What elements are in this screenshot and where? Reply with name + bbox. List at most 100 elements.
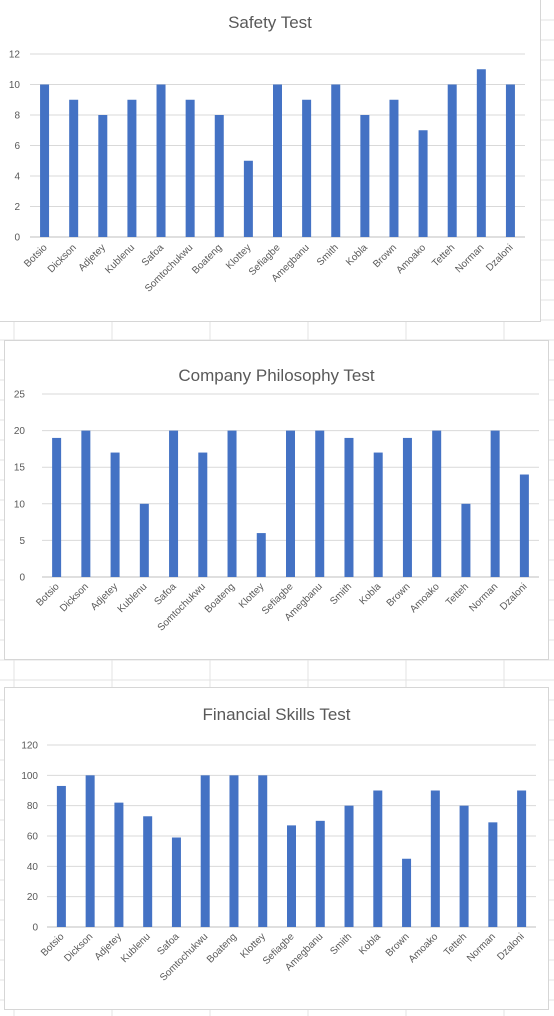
x-category-label: Amoako [394, 242, 428, 276]
x-category-label: Safoa [140, 242, 167, 269]
bar-kublenu[interactable] [127, 99, 137, 237]
bar-adjetey[interactable] [98, 115, 108, 237]
bar-smith[interactable] [344, 805, 354, 927]
x-category-label: Boateng [190, 242, 224, 276]
bar-kobla[interactable] [373, 790, 383, 928]
bar-brown[interactable] [402, 437, 412, 577]
bar-amoako[interactable] [418, 130, 428, 237]
y-tick-label: 120 [21, 741, 38, 752]
x-category-label: Botsio [34, 581, 62, 609]
bar-tetteh[interactable] [459, 805, 469, 927]
bar-amegbanu[interactable] [302, 99, 312, 237]
bar-smith[interactable] [331, 84, 341, 238]
bar-tetteh[interactable] [447, 84, 457, 238]
x-category-label: Amoako [407, 931, 441, 965]
x-category-label: Norman [454, 242, 487, 275]
x-category-label: Dzaloni [498, 581, 529, 612]
bar-kublenu[interactable] [143, 816, 153, 927]
x-category-label: Kublenu [103, 242, 137, 276]
chart-safety-test[interactable]: Safety Test 0 2 4 6 8 10 12 Botsio Dickson Adjetey… [0, 0, 541, 322]
x-category-label: Dzaloni [495, 931, 526, 962]
y-tick-label: 60 [27, 832, 39, 843]
x-category-label: Norman [465, 931, 498, 964]
y-tick-label: 40 [27, 862, 39, 873]
bar-klottey[interactable] [243, 160, 253, 237]
y-tick-label: 6 [14, 141, 20, 152]
x-category-label: Boateng [205, 931, 239, 965]
bar-dickson[interactable] [81, 430, 91, 577]
x-category-label: Dickson [46, 242, 79, 275]
x-category-label: Brown [371, 242, 399, 270]
bar-kublenu[interactable] [139, 503, 149, 577]
y-tick-label: 12 [9, 50, 21, 61]
y-tick-label: 0 [32, 923, 38, 934]
bar-dzaloni[interactable] [505, 84, 515, 238]
y-tick-label: 80 [27, 801, 39, 812]
bar-sefiagbe[interactable] [287, 825, 296, 927]
bar-norman[interactable] [490, 430, 500, 577]
x-category-label: Dzaloni [484, 242, 515, 273]
y-tick-label: 100 [21, 771, 38, 782]
bar-safoa[interactable] [156, 84, 166, 238]
bar-amegbanu[interactable] [315, 430, 325, 577]
bar-botsio[interactable] [56, 785, 66, 927]
x-category-label: Tetteh [444, 581, 471, 608]
x-category-label: Smith [328, 581, 354, 607]
bar-dzaloni[interactable] [519, 474, 529, 577]
chart-title: Company Philosophy Test [178, 366, 375, 385]
bar-norman[interactable] [476, 69, 486, 237]
bar-adjetey[interactable] [114, 802, 124, 927]
x-category-label: Botsio [39, 931, 67, 959]
bar-klottey[interactable] [256, 533, 266, 577]
bar-dickson[interactable] [69, 99, 79, 237]
bar-amegbanu[interactable] [315, 820, 325, 927]
x-category-label: Brown [385, 581, 413, 609]
bar-safoa[interactable] [171, 837, 181, 927]
x-category-label: Tetteh [442, 931, 469, 958]
y-tick-label: 5 [19, 536, 25, 547]
bar-smith[interactable] [344, 437, 354, 577]
y-tick-label: 10 [9, 80, 21, 91]
y-tick-label: 2 [14, 202, 20, 213]
x-category-label: Kobla [357, 581, 383, 607]
x-category-label: Kobla [357, 931, 383, 957]
x-category-label: Dickson [58, 581, 91, 614]
bar-somtochukwu[interactable] [198, 452, 208, 577]
bar-sefiagbe[interactable] [273, 84, 282, 238]
y-tick-label: 0 [14, 233, 20, 244]
bar-brown[interactable] [402, 858, 412, 927]
y-tick-label: 4 [14, 172, 20, 183]
bar-klottey[interactable] [258, 775, 268, 927]
chart-financial-skills-test[interactable]: Financial Skills Test 0 20 40 60 80 100 120 Bots… [4, 687, 549, 1010]
y-tick-label: 0 [19, 573, 25, 584]
bar-sefiagbe[interactable] [286, 430, 295, 577]
chart-safety-test-plot: Safety Test024681012BotsioDicksonAdjetey… [9, 13, 525, 295]
bar-tetteh[interactable] [461, 503, 471, 577]
x-category-label: Boateng [203, 581, 237, 615]
bar-brown[interactable] [389, 99, 399, 237]
bar-dzaloni[interactable] [517, 790, 527, 928]
bar-kobla[interactable] [360, 115, 370, 237]
bar-boateng[interactable] [229, 775, 239, 927]
bar-boateng[interactable] [214, 115, 224, 237]
bar-kobla[interactable] [373, 452, 383, 577]
bar-dickson[interactable] [85, 775, 95, 927]
bar-amoako[interactable] [432, 430, 442, 577]
bar-botsio[interactable] [52, 437, 62, 577]
x-category-label: Dickson [62, 931, 95, 964]
x-category-label: Smith [328, 931, 354, 957]
bar-boateng[interactable] [227, 430, 237, 577]
bar-somtochukwu[interactable] [185, 99, 195, 237]
chart-company-philosophy-test-plot: Company Philosophy Test0510152025BotsioD… [14, 366, 539, 634]
chart-title: Safety Test [228, 13, 312, 32]
bar-amoako[interactable] [430, 790, 440, 928]
bar-safoa[interactable] [169, 430, 179, 577]
bar-somtochukwu[interactable] [200, 775, 210, 927]
bar-botsio[interactable] [40, 84, 50, 238]
x-category-label: Kublenu [116, 581, 150, 615]
chart-title: Financial Skills Test [202, 705, 350, 724]
bar-norman[interactable] [488, 822, 498, 927]
chart-financial-skills-test-plot: Financial Skills Test 0 20 40 60 80 100 120 Bots… [21, 705, 536, 984]
bar-adjetey[interactable] [110, 452, 120, 577]
chart-company-philosophy-test[interactable]: Company Philosophy Test 0 5 10 15 20 25 Botsio D… [4, 340, 549, 660]
